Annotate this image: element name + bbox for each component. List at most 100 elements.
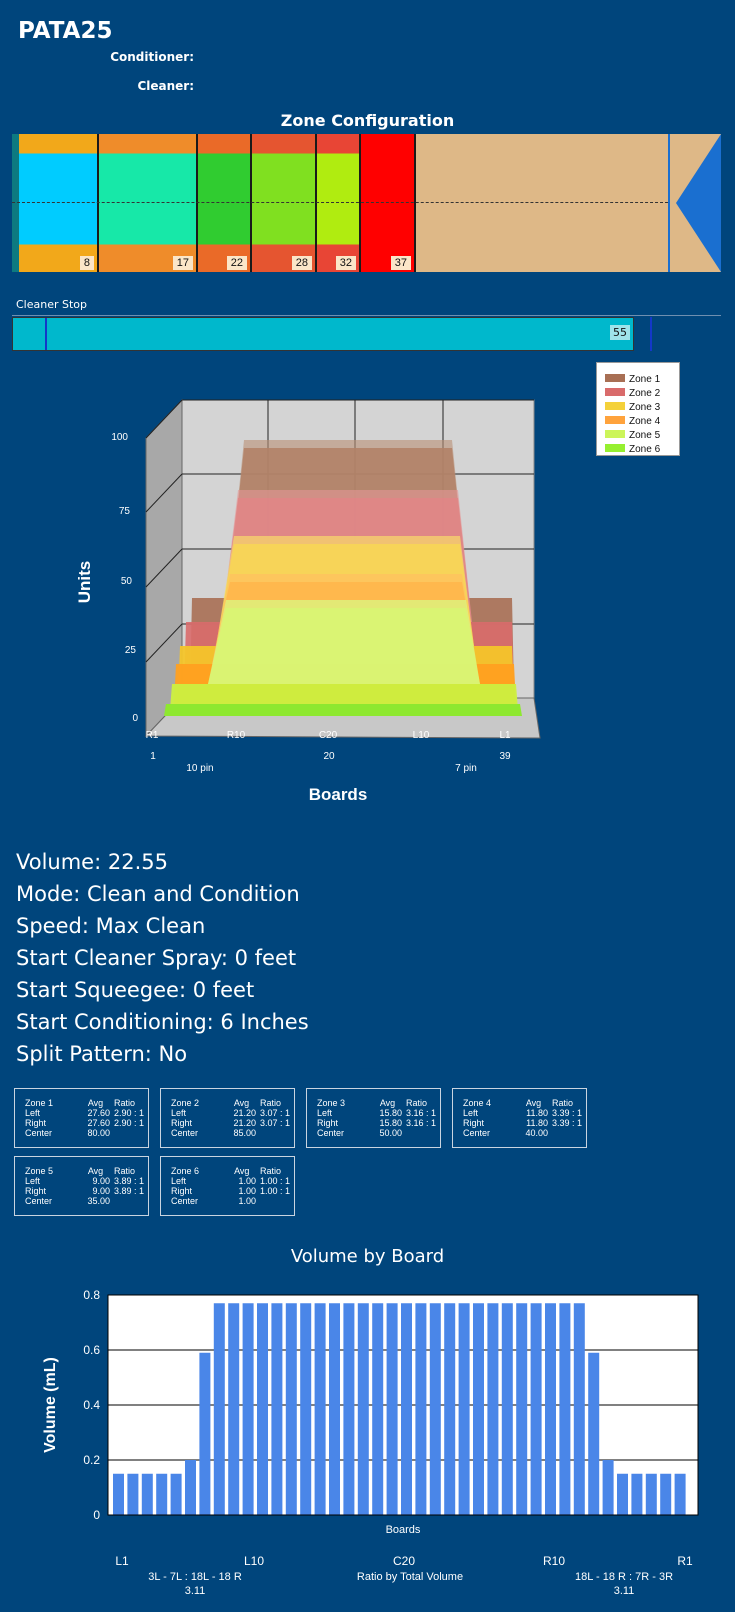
volume-bar [458,1303,470,1515]
volume-bar [386,1303,398,1515]
volume-bar [473,1303,484,1515]
zone-summary-cell: Ratio [113,1166,135,1176]
zone-config-title: Zone Configuration [280,111,455,130]
pin-label: 10 pin [186,763,213,774]
volume-bar [228,1303,240,1515]
zone-summary-cell: Left [463,1108,479,1118]
zone-summary-row: Zone 1 Avg Ratio [25,1098,148,1108]
zone-summary-cell: Avg [87,1098,104,1108]
zone-summary-cell: 2.90 : 1 [113,1108,144,1118]
zone-summary-cell: 35.00 [87,1196,110,1206]
legend-item-zone-1: Zone 1 [605,367,660,386]
zone-summary-cell: 3.39 : 1 [551,1108,582,1118]
legend-swatch [605,402,625,410]
zone-summary-row: Center 50.00 [317,1128,440,1138]
zone-surfaces [164,440,522,716]
zone-summary-cell: Zone 1 [25,1098,54,1108]
volume-bar [127,1473,139,1515]
volume-y-tick: 0.2 [83,1453,100,1467]
zone-summary-row: Right 11.80 3.39 : 1 [463,1118,586,1128]
zone-summary-cell: 3.89 : 1 [113,1186,144,1196]
volume-bar [242,1303,254,1515]
volume-bar [415,1303,427,1515]
zone-summary-table: Zone 2 Avg Ratio Left 21.20 3.07 : 1 Right 21.2… [171,1098,294,1138]
zone-summary-row: Zone 4 Avg Ratio [463,1098,586,1108]
zone-edge [12,134,19,272]
zone-summary-cell: Zone 4 [463,1098,492,1108]
board-number: 39 [499,751,511,762]
zone-summary-cell: Right [463,1118,485,1128]
volume-bar [257,1303,268,1515]
cleaner-end-marker [650,317,652,351]
page-title: PATA25 [18,18,113,44]
zone-summary-row: Zone 3 Avg Ratio [317,1098,440,1108]
volume-bar [674,1473,686,1515]
volume-bar [113,1473,124,1515]
zone-summary-row: Zone 2 Avg Ratio [171,1098,294,1108]
zone-summary-table: Zone 5 Avg Ratio Left 9.00 3.89 : 1 Right 9.00 3… [25,1166,148,1206]
zone-summary-row: Left 9.00 3.89 : 1 [25,1176,148,1186]
x-tick: L10 [413,730,430,741]
zone-summary-row: Zone 6 Avg Ratio [171,1166,294,1176]
cleaner-stop-value: 55 [610,325,630,340]
zone-summary-cell: Left [25,1176,41,1186]
zone-summary-box-4: Zone 4 Avg Ratio Left 11.80 3.39 : 1 Right 11.8… [452,1088,587,1148]
volume-by-board-chart: 00.20.40.60.8 Volume (mL) Boards L1 L10 … [42,1288,699,1597]
legend-swatch [605,444,625,452]
zone-summary-box-6: Zone 6 Avg Ratio Left 1.00 1.00 : 1 Right 1.00 1… [160,1156,295,1216]
zone-summary-cell: Ratio [551,1098,573,1108]
zone-summary-cell: 1.00 [238,1186,256,1196]
zone-summary-cell: Left [171,1176,187,1186]
conditioner-label: Conditioner: [110,50,194,64]
zone-summary-table: Zone 1 Avg Ratio Left 27.60 2.90 : 1 Right 27.6… [25,1098,148,1138]
zone-summary-row: Right 9.00 3.89 : 1 [25,1186,148,1196]
zone-summary-cell: 9.00 [92,1176,110,1186]
volume-bar [602,1460,614,1515]
plot-border [107,1294,699,1516]
legend-label: Zone 3 [629,402,661,413]
volume-y-tick: 0.4 [83,1398,100,1412]
zone-summary-cell: 80.00 [87,1128,110,1138]
volume-x-tick: L10 [244,1554,264,1568]
zone-summary-cell: 21.20 [233,1118,256,1128]
zone-summary-cell: Left [317,1108,333,1118]
zone-segment-1: 8 [12,134,99,272]
x-axis-label: Boards [309,785,368,804]
volume-bar [285,1303,297,1515]
volume-bar [617,1473,628,1515]
zone-configuration-diagram: 8 17 22 28 32 37 [12,134,721,272]
zone-summary-cell: 2.90 : 1 [113,1118,144,1128]
board-number: 1 [150,751,156,762]
legend-label: Zone 6 [629,444,661,455]
zone-summary-cell: 1.00 [238,1196,256,1206]
divider [12,315,721,316]
zone-segment-label: 17 [172,256,193,270]
volume-text: Volume: 22.55 [16,850,168,874]
zone-summary-cell [260,1196,294,1206]
zone-summary-cell: 3.16 : 1 [405,1108,436,1118]
zone-summary-cell: Center [171,1196,199,1206]
volume-x-tick: C20 [393,1554,415,1568]
volume-bar [573,1303,585,1515]
lane-center-line [12,202,668,203]
volume-bar [156,1473,168,1515]
zone-summary-row: Center 1.00 [171,1196,294,1206]
zone-segment-label: 32 [335,256,356,270]
volume-bar [429,1303,441,1515]
volume-bar [329,1303,340,1515]
y-tick: 0 [132,713,138,724]
left-ratio-label: 3L - 7L : 18L - 18 R [148,1571,242,1583]
legend-item-zone-3: Zone 3 [605,395,660,414]
zone-summary-row: Center 80.00 [25,1128,148,1138]
zone-summary-box-3: Zone 3 Avg Ratio Left 15.80 3.16 : 1 Right 15.8… [306,1088,441,1148]
zone-summary-cell: Left [171,1108,187,1118]
zone-summary-cell: 3.39 : 1 [551,1118,582,1128]
volume-bar [660,1473,672,1515]
zone-summary-row: Right 27.60 2.90 : 1 [25,1118,148,1128]
legend-label: Zone 4 [629,416,661,427]
zone-segment-label: 8 [79,256,94,270]
zone-summary-cell: Center [463,1128,491,1138]
zone-summary-cell: Right [317,1118,339,1128]
volume-bar [199,1352,211,1515]
zone-summary-row: Center 35.00 [25,1196,148,1206]
